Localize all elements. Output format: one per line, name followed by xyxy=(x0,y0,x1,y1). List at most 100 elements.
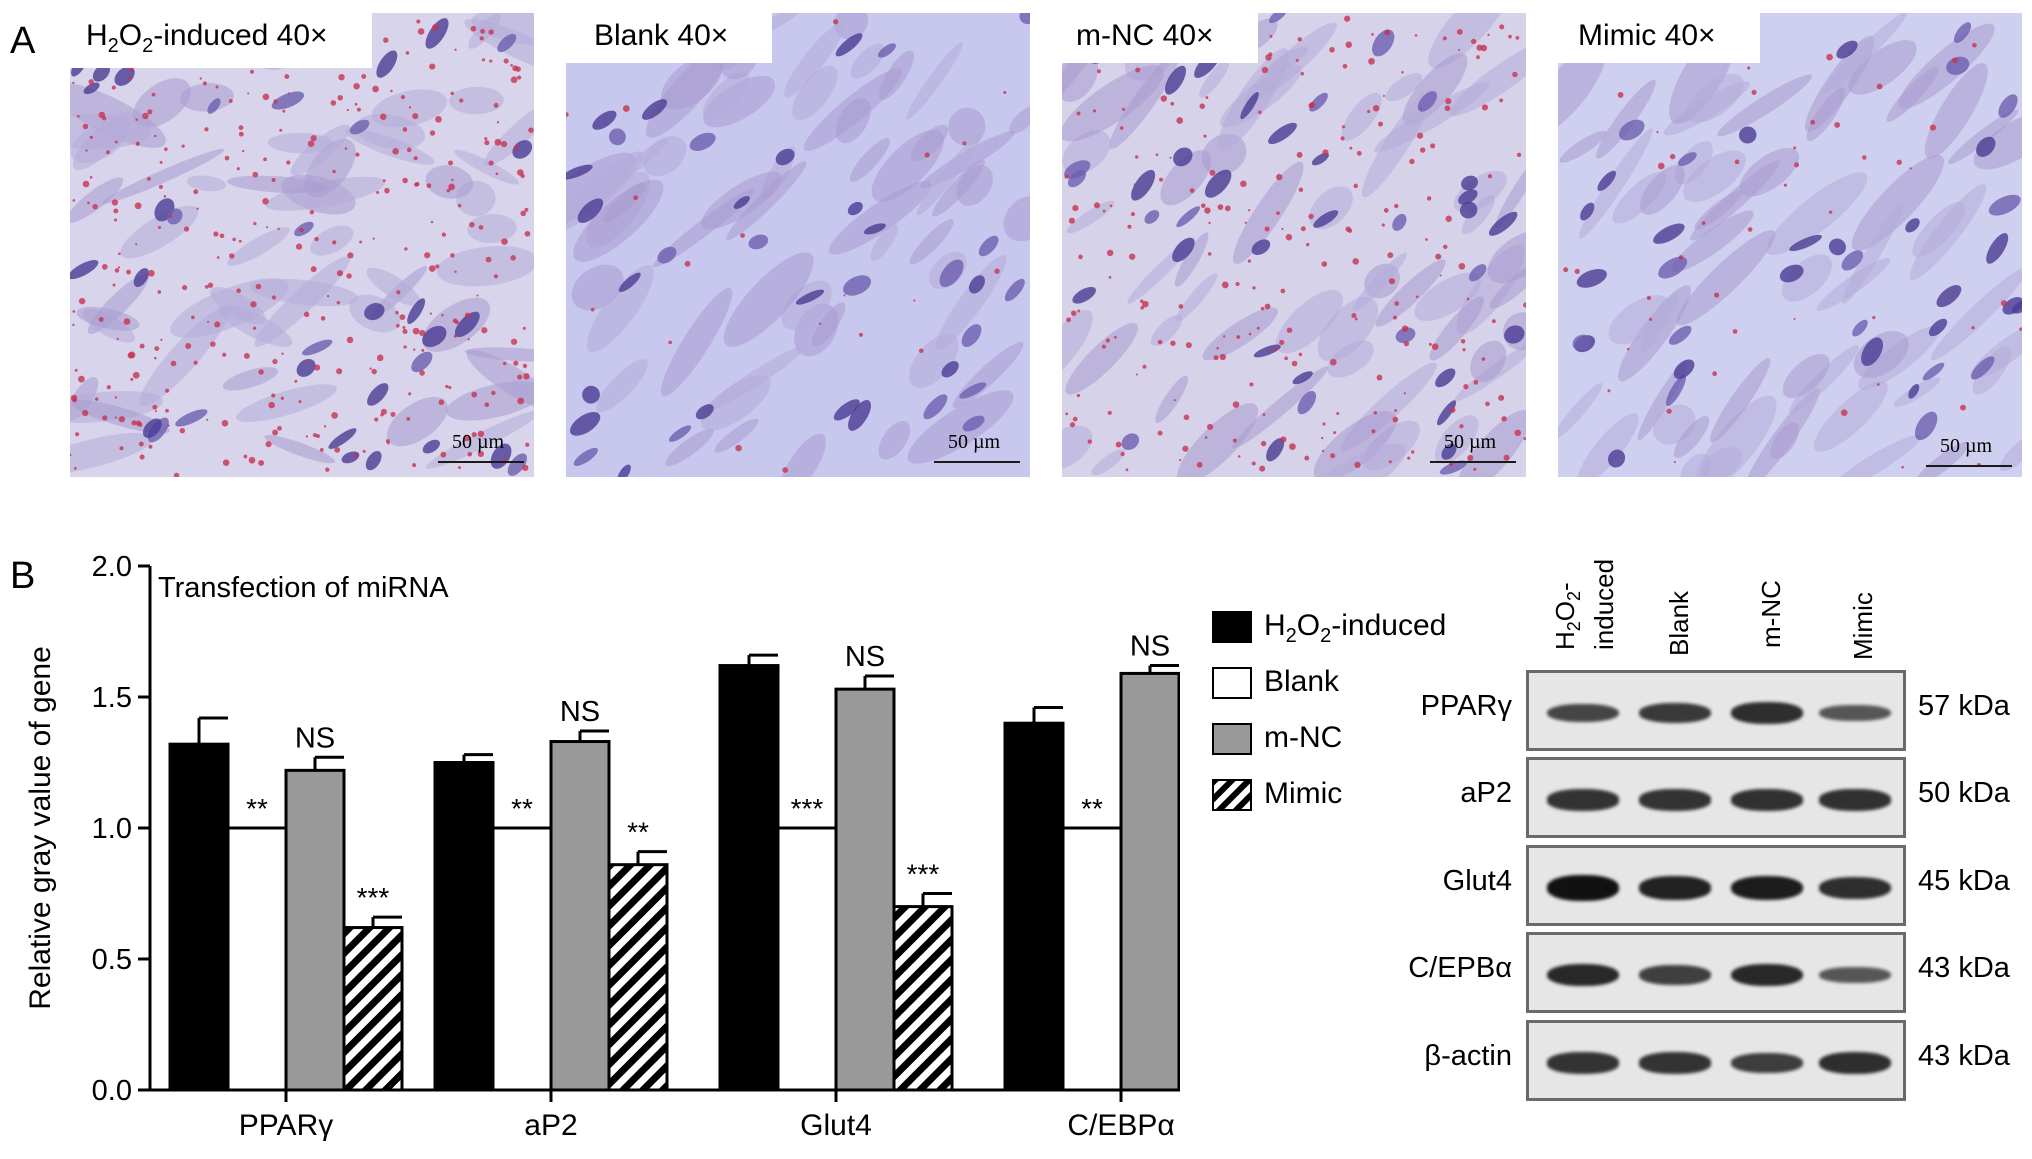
wb-band xyxy=(1639,789,1711,811)
cell-stain-image xyxy=(566,13,1030,477)
micrograph-label: H2O2-induced 40× xyxy=(70,13,372,68)
wb-blot-row xyxy=(1526,757,1906,838)
legend-label: Mimic xyxy=(1264,777,1343,810)
panel-a-letter: A xyxy=(10,20,36,62)
legend-label: Blank xyxy=(1264,665,1340,698)
wb-band xyxy=(1731,789,1803,811)
wb-kda-label: 43 kDa xyxy=(1918,1040,2010,1072)
micrograph-m-nc: m-NC 40× 50 µm xyxy=(1062,13,1526,477)
micrograph-h2o2-induced: H2O2-induced 40× 50 µm xyxy=(70,13,534,477)
cell-stain-image xyxy=(1062,13,1526,477)
wb-protein-label: C/EPBα xyxy=(1408,952,1512,984)
y-tick-label: 1.5 xyxy=(92,682,132,714)
bar xyxy=(892,905,954,1092)
wb-band xyxy=(1547,703,1619,723)
wb-lane-label-mimic: Mimic xyxy=(1848,592,1878,660)
wb-band xyxy=(1819,966,1891,984)
y-tick-label: 0.5 xyxy=(92,944,132,976)
wb-lane-label-m-nc: m-NC xyxy=(1756,580,1786,648)
bar xyxy=(549,740,611,1092)
micrograph-mimic: Mimic 40× 50 µm xyxy=(1558,13,2022,477)
bar xyxy=(776,826,838,1092)
bar-chart: 0.0 0.5 1.0 1.5 2.0 Relative gray value of ge… xyxy=(24,551,1180,1142)
bar xyxy=(1003,721,1065,1092)
significance-label: NS xyxy=(845,641,885,673)
cell-stain-image xyxy=(70,13,534,477)
x-tick-label: Glut4 xyxy=(800,1109,872,1142)
wb-lane-label-h2o2-induced: H2O2- induced xyxy=(1550,558,1620,650)
wb-band xyxy=(1639,876,1711,900)
scale-bar-label: 50 µm xyxy=(452,431,505,453)
significance-label: ** xyxy=(627,817,649,848)
bar xyxy=(718,664,780,1092)
wb-band xyxy=(1731,702,1803,724)
wb-band xyxy=(1819,1052,1891,1074)
wb-kda-label: 50 kDa xyxy=(1918,777,2010,809)
bar xyxy=(834,687,896,1092)
wb-blot-row xyxy=(1526,845,1906,926)
legend-swatch-white xyxy=(1212,667,1252,699)
significance-label: *** xyxy=(357,882,390,913)
bar xyxy=(1061,826,1123,1092)
legend-label: H2O2-induced xyxy=(1264,609,1447,647)
bar xyxy=(226,826,288,1092)
y-tick-label: 0.0 xyxy=(92,1075,132,1107)
scale-bar-label: 50 µm xyxy=(1444,431,1497,453)
x-tick-label: C/EBPα xyxy=(1067,1109,1174,1142)
wb-band xyxy=(1731,963,1803,987)
wb-kda-label: 57 kDa xyxy=(1918,690,2010,722)
scale-bar-label: 50 µm xyxy=(1940,435,1993,457)
wb-band xyxy=(1819,877,1891,899)
significance-label: ** xyxy=(511,793,533,824)
wb-band xyxy=(1731,1053,1803,1073)
significance-label: ** xyxy=(246,793,268,824)
wb-band xyxy=(1547,789,1619,811)
wb-blot-row xyxy=(1526,932,1906,1013)
wb-band xyxy=(1547,1052,1619,1074)
wb-protein-label: Glut4 xyxy=(1442,865,1512,897)
significance-label: *** xyxy=(907,859,940,890)
y-tick-label: 1.0 xyxy=(92,813,132,845)
significance-label: ** xyxy=(1081,793,1103,824)
wb-band xyxy=(1819,789,1891,811)
scale-bar xyxy=(934,461,1020,463)
significance-label: NS xyxy=(560,696,600,728)
y-axis-label: Relative gray value of gene xyxy=(24,646,57,1010)
legend-swatch-gray xyxy=(1212,723,1252,755)
bar xyxy=(607,863,669,1092)
scale-bar xyxy=(1430,461,1516,463)
legend-label: m-NC xyxy=(1264,721,1343,754)
bar xyxy=(491,826,553,1092)
wb-kda-label: 45 kDa xyxy=(1918,865,2010,897)
legend-swatch-hatch xyxy=(1212,779,1252,811)
panel-b-letter: B xyxy=(10,555,36,597)
micrograph-label: Blank 40× xyxy=(566,13,773,63)
micrograph-label: Mimic 40× xyxy=(1558,13,1760,63)
wb-blot-row xyxy=(1526,1020,1906,1101)
bar xyxy=(1119,671,1180,1092)
wb-band xyxy=(1731,875,1803,901)
scale-bar-label: 50 µm xyxy=(948,431,1001,453)
bar xyxy=(1177,918,1180,1092)
cell-stain-image xyxy=(1558,13,2022,477)
chart-title: Transfection of miRNA xyxy=(158,572,449,604)
significance-label: NS xyxy=(1130,631,1170,663)
wb-band xyxy=(1639,1052,1711,1074)
bar xyxy=(342,926,404,1092)
wb-band xyxy=(1547,875,1619,901)
legend-swatch-black xyxy=(1212,611,1252,643)
micrograph-label: m-NC 40× xyxy=(1062,13,1258,63)
bar xyxy=(284,768,346,1092)
x-tick-label: aP2 xyxy=(524,1109,577,1142)
scale-bar xyxy=(1926,465,2012,467)
bar xyxy=(168,742,230,1092)
wb-blot-row xyxy=(1526,670,1906,751)
micrograph-blank: Blank 40× 50 µm xyxy=(566,13,1030,477)
wb-protein-label: β-actin xyxy=(1424,1040,1512,1072)
significance-label: NS xyxy=(295,722,335,754)
wb-band xyxy=(1547,963,1619,987)
scale-bar xyxy=(438,461,524,463)
y-tick-label: 2.0 xyxy=(92,551,132,583)
wb-protein-label: PPARγ xyxy=(1420,690,1512,722)
wb-band xyxy=(1819,704,1891,722)
